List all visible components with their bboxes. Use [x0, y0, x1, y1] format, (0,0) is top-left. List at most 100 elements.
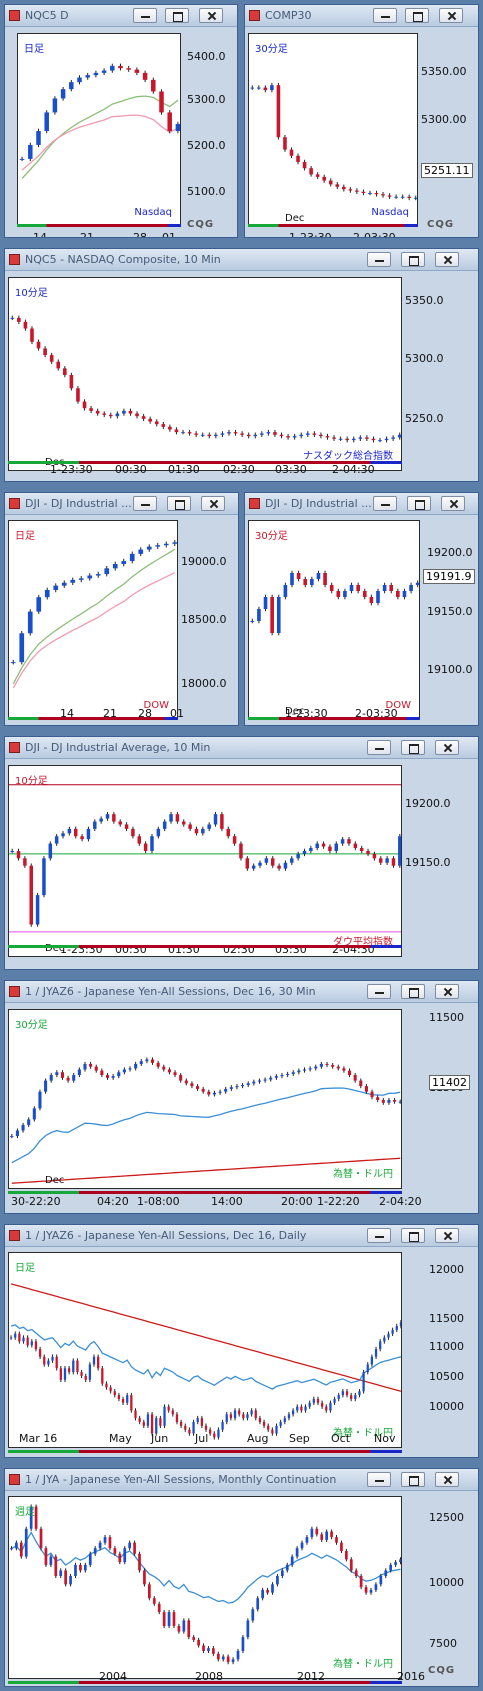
candle-body: [285, 1564, 289, 1571]
candle-body: [361, 191, 366, 193]
maximize-icon[interactable]: [401, 252, 425, 267]
chart-window[interactable]: DJI - DJ Industrial ... 日足 DOW 19000.0 18500…: [4, 492, 239, 726]
candlestick-chart: [19, 63, 180, 179]
y-tick-label: 7500: [429, 1637, 457, 1650]
maximize-icon[interactable]: [401, 984, 425, 999]
chart-window[interactable]: COMP30 30分足 Nasdaq Dec 5350.00 5300.00 1-23:30…: [244, 4, 479, 238]
candle-body: [192, 1637, 196, 1640]
minimize-icon[interactable]: [133, 496, 157, 511]
y-tick-label: 5200.0: [187, 139, 226, 152]
close-icon[interactable]: [435, 740, 459, 755]
candle-body: [30, 328, 34, 342]
maximize-icon[interactable]: [401, 740, 425, 755]
window-menu-icon[interactable]: [9, 1230, 20, 1241]
candle-body: [98, 1542, 102, 1549]
chart-window[interactable]: NQC5 - NASDAQ Composite, 10 Min 10分足 ナスダック…: [4, 248, 479, 482]
chart-window[interactable]: DJI - DJ Industrial ... 30分足 DOW Dec 19200.0…: [244, 492, 479, 726]
close-icon[interactable]: [441, 496, 465, 511]
minimize-icon[interactable]: [367, 1472, 391, 1487]
x-tick-label: 28: [138, 707, 152, 720]
candle-body: [80, 836, 84, 840]
candle-body: [133, 1542, 136, 1554]
close-icon[interactable]: [199, 8, 223, 23]
candle-body: [229, 1087, 233, 1089]
close-icon[interactable]: [435, 1472, 459, 1487]
candle-body: [290, 858, 294, 863]
window-menu-icon[interactable]: [249, 10, 260, 21]
window-menu-icon[interactable]: [9, 1474, 20, 1485]
window-menu-icon[interactable]: [9, 498, 20, 509]
plot-area[interactable]: 10分足ナスダック総合指数Dec: [8, 277, 402, 471]
maximize-icon[interactable]: [165, 8, 189, 23]
chart-window[interactable]: NQC5 D 日足 Nasdaq 5400.0 5300.0 5200.0 5100.0 14…: [4, 4, 238, 238]
title-bar[interactable]: 1 / JYAZ6 - Japanese Yen-All Sessions, D…: [5, 1225, 478, 1247]
close-icon[interactable]: [435, 984, 459, 999]
maximize-icon[interactable]: [407, 496, 431, 511]
minimize-icon[interactable]: [367, 252, 391, 267]
window-title: NQC5 - NASDAQ Composite, 10 Min: [25, 253, 221, 266]
candle-body: [303, 579, 308, 585]
window-menu-icon[interactable]: [9, 10, 20, 21]
minimize-icon[interactable]: [367, 1228, 391, 1243]
minimize-icon[interactable]: [367, 984, 391, 999]
title-bar[interactable]: NQC5 D: [5, 5, 237, 27]
candle-body: [276, 85, 281, 138]
chart-window[interactable]: DJI - DJ Industrial Average, 10 Min 10分足ダ…: [4, 736, 479, 970]
candle-body: [239, 843, 243, 859]
candle-body: [385, 858, 389, 863]
candle-body: [142, 1421, 145, 1426]
title-bar[interactable]: 1 / JYA - Japanese Yen-All Sessions, Mon…: [5, 1469, 478, 1491]
title-bar[interactable]: DJI - DJ Industrial Average, 10 Min: [5, 737, 478, 759]
plot-area[interactable]: 30分足 DOW Dec: [248, 520, 420, 720]
window-menu-icon[interactable]: [249, 498, 260, 509]
plot-area[interactable]: 10分足 ダウ平均指数 Dec: [8, 765, 402, 957]
candle-body: [359, 848, 364, 851]
maximize-icon[interactable]: [401, 1472, 425, 1487]
candlestick-chart: [10, 1057, 401, 1184]
plot-area[interactable]: 週足 為替・ドル円: [8, 1496, 402, 1679]
plot-area[interactable]: 30分足 為替・ドル円 Dec: [8, 1009, 402, 1189]
cqg-logo: CQG: [428, 1665, 455, 1676]
candle-body: [214, 434, 218, 437]
x-tick-label: 01:30: [168, 463, 200, 476]
minimize-icon[interactable]: [373, 8, 397, 23]
candle-body: [63, 368, 67, 375]
candle-body: [369, 1589, 373, 1593]
minimize-icon[interactable]: [133, 8, 157, 23]
candle-body: [232, 836, 237, 844]
title-bar[interactable]: COMP30: [245, 5, 478, 27]
maximize-icon[interactable]: [167, 496, 191, 511]
plot-area[interactable]: 日足 Nasdaq: [17, 33, 181, 227]
title-bar[interactable]: DJI - DJ Industrial ...: [5, 493, 238, 515]
window-menu-icon[interactable]: [9, 742, 20, 753]
window-title: DJI - DJ Industrial ...: [25, 497, 132, 510]
candle-body: [76, 388, 80, 402]
maximize-icon[interactable]: [401, 1228, 425, 1243]
maximize-icon[interactable]: [405, 8, 429, 23]
title-bar[interactable]: DJI - DJ Industrial ...: [245, 493, 478, 515]
y-tick-label: 18500.0: [181, 613, 227, 626]
candle-body: [238, 1410, 241, 1415]
title-bar[interactable]: 1 / JYAZ6 - Japanese Yen-All Sessions, D…: [5, 981, 478, 1003]
candle-body: [38, 1091, 42, 1109]
moving-average-line: [11, 1087, 401, 1164]
candle-body: [14, 1333, 17, 1338]
plot-area[interactable]: 30分足 Nasdaq Dec: [248, 33, 418, 227]
close-icon[interactable]: [439, 8, 463, 23]
chart-window[interactable]: 1 / JYAZ6 - Japanese Yen-All Sessions, D…: [4, 1224, 479, 1458]
chart-window[interactable]: 1 / JYA - Japanese Yen-All Sessions, Mon…: [4, 1468, 479, 1687]
candle-body: [257, 87, 261, 89]
chart-legend: 為替・ドル円: [333, 1169, 393, 1180]
close-icon[interactable]: [435, 1228, 459, 1243]
window-menu-icon[interactable]: [9, 254, 20, 265]
plot-area[interactable]: 日足 DOW: [8, 520, 178, 720]
minimize-icon[interactable]: [373, 496, 397, 511]
candle-body: [112, 563, 118, 569]
chart-window[interactable]: 1 / JYAZ6 - Japanese Yen-All Sessions, D…: [4, 980, 479, 1214]
plot-area[interactable]: 日足 為替・ドル円: [8, 1252, 402, 1448]
minimize-icon[interactable]: [367, 740, 391, 755]
close-icon[interactable]: [435, 252, 459, 267]
title-bar[interactable]: NQC5 - NASDAQ Composite, 10 Min: [5, 249, 478, 271]
window-menu-icon[interactable]: [9, 986, 20, 997]
close-icon[interactable]: [201, 496, 225, 511]
